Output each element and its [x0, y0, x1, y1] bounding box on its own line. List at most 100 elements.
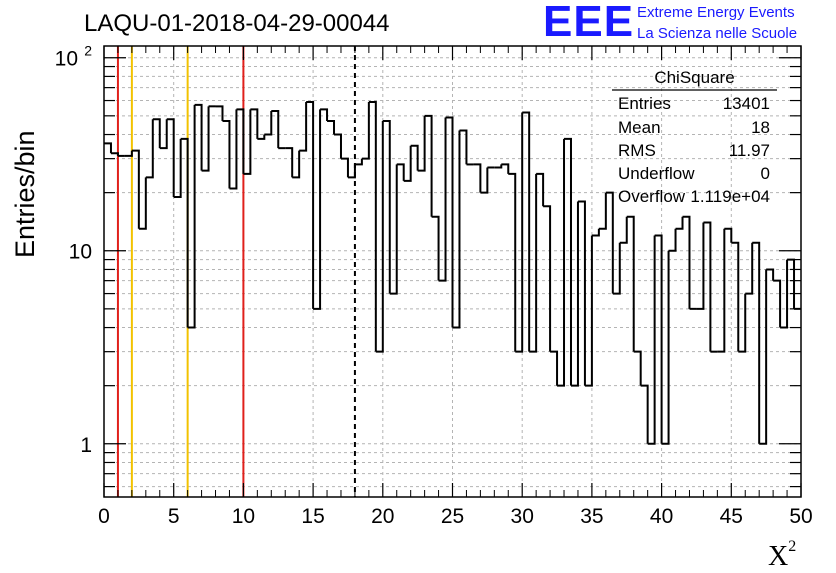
histogram-bin-12	[187, 104, 196, 329]
x-tick-label-1: 5	[168, 505, 180, 528]
histogram-bin-61	[529, 173, 538, 353]
histogram-bin-17	[222, 120, 231, 189]
histogram-bin-9	[166, 118, 175, 197]
histogram-bin-18	[229, 109, 238, 190]
histogram-bin-92	[745, 242, 754, 295]
histogram-bin-80	[661, 250, 670, 445]
histogram-bin-60	[522, 111, 531, 352]
histogram-bin-48	[438, 117, 447, 282]
histogram-bin-41	[389, 164, 398, 295]
histogram-bin-72	[605, 191, 614, 294]
histogram-bin-75	[626, 215, 635, 352]
histogram-bin-71	[598, 192, 607, 230]
x-tick-label-4: 20	[371, 505, 394, 528]
histogram-bin-38	[368, 100, 377, 352]
histogram-bin-24	[271, 109, 280, 149]
stats-value-entries: 13401	[722, 94, 770, 113]
histogram-bin-85	[696, 222, 705, 310]
histogram-bin-30	[313, 109, 322, 310]
histogram-bin-14	[201, 106, 210, 172]
histogram-bin-95	[766, 268, 775, 281]
histogram-bin-27	[292, 150, 301, 179]
stats-key-mean: Mean	[618, 118, 661, 137]
histogram-bin-86	[703, 221, 712, 352]
histogram-bin-47	[431, 215, 440, 281]
x-axis-label: X2	[768, 538, 796, 573]
x-axis-label-exponent: 2	[788, 538, 797, 555]
histogram-bin-37	[361, 101, 370, 160]
histogram-bin-93	[752, 241, 761, 444]
histogram-bin-34	[340, 157, 349, 178]
histogram-bin-83	[682, 215, 691, 309]
histogram-bin-70	[591, 228, 600, 237]
histogram-bin-26	[285, 147, 294, 178]
histogram-bin-91	[738, 293, 747, 353]
histogram-bin-42	[396, 163, 405, 181]
x-axis-label-base: X	[768, 541, 789, 572]
y-tick-label-2: 10	[55, 48, 78, 71]
histogram-bin-44	[410, 144, 419, 171]
x-tick-label-9: 45	[720, 505, 743, 528]
histogram-bin-33	[334, 133, 342, 159]
histogram-bin-51	[459, 129, 468, 165]
y-tick-label-exponent-2: 2	[84, 43, 92, 59]
histogram-bin-77	[640, 384, 649, 444]
histogram-bin-36	[354, 158, 363, 166]
stats-key-overflow: Overflow	[618, 187, 686, 206]
histogram-bin-31	[320, 108, 329, 122]
histogram-bin-10	[173, 138, 182, 198]
histogram-bin-53	[473, 163, 482, 193]
histogram-bin-62	[536, 172, 545, 207]
histogram-bin-58	[508, 172, 517, 352]
histogram-bin-5	[138, 177, 147, 230]
histogram-bin-16	[215, 105, 224, 122]
histogram-bin-20	[243, 109, 252, 175]
y-tick-label-0: 1	[80, 434, 92, 457]
x-tick-label-0: 0	[98, 505, 110, 528]
histogram-bin-90	[731, 241, 740, 352]
chart-title: LAQU-01-2018-04-29-00044	[84, 10, 390, 37]
histogram-bin-56	[494, 164, 503, 169]
histogram-bin-1	[110, 152, 119, 156]
histogram-bin-74	[619, 216, 628, 244]
stats-key-underflow: Underflow	[618, 164, 695, 183]
stats-value-mean: 18	[751, 118, 770, 137]
x-tick-label-5: 25	[441, 505, 464, 528]
histogram-bin-0	[104, 142, 112, 154]
histogram-bin-19	[236, 108, 245, 174]
histogram-bin-88	[717, 228, 726, 353]
histogram-bin-11	[180, 137, 189, 328]
x-tick-label-2: 10	[232, 505, 255, 528]
histogram-bin-21	[250, 108, 259, 139]
stats-title: ChiSquare	[654, 68, 735, 87]
x-tick-label-10: 50	[789, 505, 812, 528]
histogram-bin-59	[515, 112, 524, 353]
histogram-bin-89	[724, 227, 733, 243]
x-tick-label-8: 40	[650, 505, 673, 528]
y-tick-label-1: 10	[69, 241, 92, 264]
histogram-bin-54	[480, 167, 489, 194]
histogram-bin-64	[550, 350, 559, 386]
histogram-bin-78	[647, 235, 656, 445]
histogram-bin-82	[675, 216, 684, 230]
y-axis-label: Entries/bin	[10, 130, 40, 258]
histogram-bin-13	[194, 103, 203, 171]
histogram-bin-94	[759, 269, 768, 445]
histogram-bin-57	[501, 163, 510, 174]
histogram-bin-3	[124, 150, 133, 157]
histogram-bin-39	[375, 121, 384, 353]
histogram-bin-40	[382, 120, 391, 294]
x-tick-label-7: 35	[580, 505, 603, 528]
histogram-bin-73	[612, 242, 621, 295]
histogram-bin-68	[577, 200, 586, 386]
histogram-bin-23	[264, 110, 273, 136]
stats-value-rms: 11.97	[728, 141, 770, 160]
stats-value-overflow: 1.119e+04	[690, 187, 770, 206]
histogram-bin-65	[557, 138, 566, 387]
histogram-bin-46	[424, 114, 433, 217]
stats-value-underflow: 0	[760, 164, 770, 183]
histogram-bin-69	[584, 235, 593, 387]
histogram-bin-76	[633, 350, 642, 386]
